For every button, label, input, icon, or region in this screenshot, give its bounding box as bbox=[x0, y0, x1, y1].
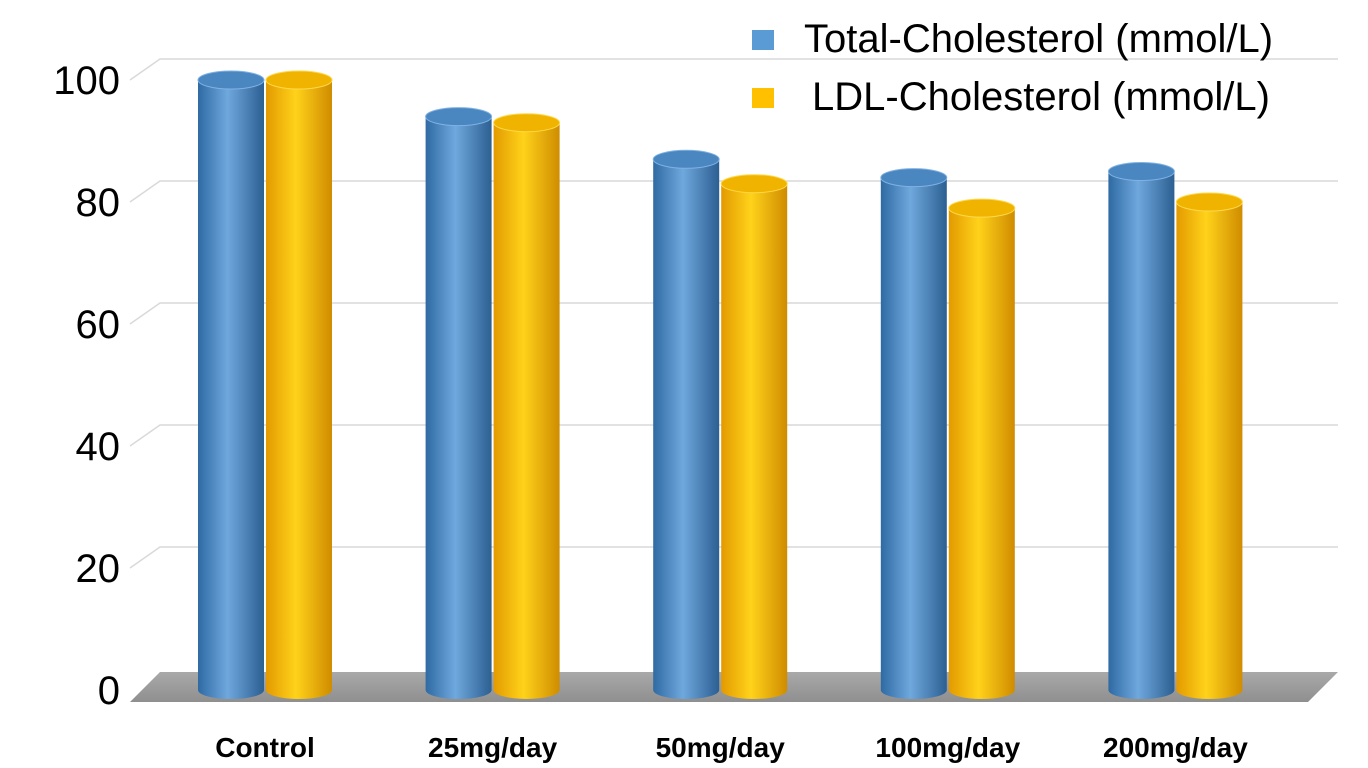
bar-top bbox=[425, 107, 493, 127]
bar bbox=[265, 70, 333, 699]
bar-body bbox=[1108, 171, 1175, 699]
y-tick-label: 60 bbox=[76, 303, 121, 347]
y-tick-label: 100 bbox=[53, 59, 120, 103]
bar bbox=[880, 168, 948, 700]
bar-top bbox=[720, 174, 788, 194]
bar bbox=[720, 174, 788, 699]
y-axis: 0 20 40 60 80 100 bbox=[53, 59, 120, 713]
legend-label: LDL-Cholesterol (mmol/L) bbox=[812, 75, 1270, 119]
x-tick-label: 50mg/day bbox=[656, 732, 786, 763]
bar-top bbox=[1175, 192, 1243, 212]
x-axis: Control 25mg/day 50mg/day 100mg/day 200mg/da… bbox=[215, 732, 1248, 763]
bar-body bbox=[425, 116, 492, 700]
bar-top bbox=[1107, 162, 1175, 181]
bar-top bbox=[880, 168, 948, 188]
y-tick-label: 40 bbox=[76, 425, 121, 469]
y-tick-label: 0 bbox=[98, 669, 120, 713]
bar bbox=[948, 198, 1016, 699]
bar-body bbox=[653, 159, 720, 700]
bar-body bbox=[493, 122, 560, 699]
x-tick-label: 200mg/day bbox=[1103, 732, 1248, 763]
bar-body bbox=[948, 208, 1015, 699]
bar bbox=[197, 70, 265, 699]
bar-top bbox=[948, 198, 1016, 218]
bars bbox=[197, 70, 1243, 700]
bar-top bbox=[265, 70, 333, 90]
legend-swatch bbox=[752, 30, 774, 50]
bar-top bbox=[493, 113, 561, 133]
bar-top bbox=[197, 70, 265, 90]
bar-body bbox=[266, 80, 332, 699]
bar bbox=[652, 149, 720, 700]
gridline bbox=[129, 58, 1338, 81]
bar-body bbox=[198, 80, 264, 699]
legend-swatch bbox=[752, 88, 774, 108]
legend: Total-Cholesterol (mmol/L) LDL-Cholestero… bbox=[752, 17, 1273, 119]
bar-body bbox=[1176, 202, 1243, 699]
x-tick-label: 100mg/day bbox=[875, 732, 1020, 763]
bar-body bbox=[880, 177, 947, 700]
x-tick-label: 25mg/day bbox=[428, 732, 558, 763]
bar bbox=[493, 113, 561, 699]
bar bbox=[1175, 192, 1243, 699]
y-tick-label: 80 bbox=[76, 181, 121, 225]
x-tick-label: Control bbox=[215, 732, 315, 763]
bar bbox=[425, 107, 493, 700]
legend-label: Total-Cholesterol (mmol/L) bbox=[804, 17, 1273, 61]
y-tick-label: 20 bbox=[76, 547, 121, 591]
bar bbox=[1107, 162, 1175, 699]
bar-body bbox=[721, 183, 788, 699]
bar-top bbox=[652, 149, 720, 169]
